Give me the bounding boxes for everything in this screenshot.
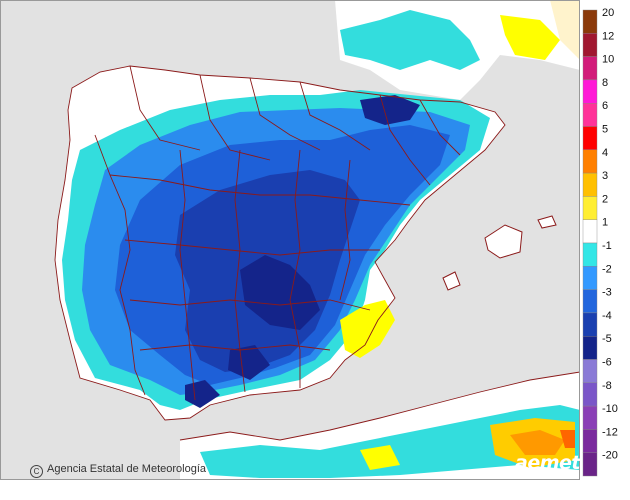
legend-swatch-11 (582, 266, 598, 290)
border-north-4 (299, 81, 371, 151)
iberia-outline (54, 65, 506, 421)
africa-anomaly-orange-core (560, 430, 575, 448)
france-anomaly-yellow (500, 15, 560, 60)
copyright-icon: C (30, 465, 43, 478)
anomaly-minus5-b (360, 95, 420, 125)
legend-label-18: -12 (602, 426, 618, 438)
legend-swatch-19 (582, 452, 598, 477)
legend-swatch-5 (582, 126, 598, 150)
legend-swatch-13 (582, 312, 598, 337)
france-anomaly-cream (550, 0, 580, 60)
mallorca-island (484, 224, 523, 259)
border-vertical-3 (289, 149, 301, 388)
legend-swatch-1 (582, 33, 598, 57)
africa-outline (179, 371, 580, 441)
legend-label-16: -8 (602, 380, 612, 392)
legend-label-3: 8 (602, 77, 608, 89)
france-anomaly-blue (340, 10, 480, 70)
legend-label-8: 2 (602, 193, 608, 205)
province-borders (54, 65, 580, 441)
credit-line: C Agencia Estatal de Meteorología (30, 463, 206, 478)
legend-swatch-16 (582, 382, 598, 407)
color-legend: 20 12 10 8 6 5 4 3 2 1 -1 -2 -3 -4 -5 -6 -8 -10 -12 -20 (582, 8, 618, 477)
legend-label-15: -6 (602, 357, 612, 369)
legend-swatch-17 (582, 405, 598, 430)
legend-label-7: 3 (602, 170, 608, 182)
credit-text: Agencia Estatal de Meteorología (47, 463, 206, 475)
border-vertical-4 (339, 159, 351, 301)
border-north-1 (129, 65, 201, 151)
ibiza-island (442, 271, 461, 291)
africa-anomaly-blue (200, 405, 580, 478)
legend-swatch-14 (582, 336, 598, 360)
africa-anomaly-yellow-west (360, 445, 400, 470)
portugal-border (94, 134, 146, 396)
legend-swatch-10 (582, 242, 598, 267)
border-central-h2 (124, 239, 380, 256)
aemet-logo: aemet (515, 452, 580, 474)
legend-swatch-9 (582, 219, 598, 244)
east-coast-warm-spot (340, 300, 395, 358)
legend-swatch-3 (582, 79, 598, 104)
map-frame (0, 0, 580, 480)
border-vertical-2 (234, 149, 246, 393)
legend-swatch-12 (582, 289, 598, 314)
menorca-island (537, 215, 557, 229)
temperature-anomaly-map (0, 0, 580, 480)
legend-label-11: -2 (602, 263, 612, 275)
legend-label-0: 20 (602, 8, 614, 19)
legend-swatch-18 (582, 429, 598, 453)
anomaly-minus5-c (228, 345, 270, 380)
border-central-h3 (129, 299, 371, 311)
legend-label-9: 1 (602, 217, 608, 229)
legend-swatch-0 (582, 9, 598, 34)
border-central-h1 (109, 174, 411, 206)
legend-label-10: -1 (602, 240, 612, 252)
legend-swatch-6 (582, 149, 598, 174)
legend-label-2: 10 (602, 54, 614, 66)
legend-label-13: -4 (602, 310, 612, 322)
legend-label-1: 12 (602, 30, 614, 42)
border-north-2 (199, 74, 271, 161)
legend-label-17: -10 (602, 403, 618, 415)
legend-label-4: 6 (602, 100, 608, 112)
legend-label-5: 5 (602, 124, 608, 136)
legend-label-19: -20 (602, 450, 618, 462)
legend-label-6: 4 (602, 147, 608, 159)
border-catalonia (419, 99, 461, 156)
africa-anomaly-orange (510, 430, 565, 455)
border-northeast (379, 94, 431, 186)
legend-swatch-7 (582, 172, 598, 197)
legend-swatch-2 (582, 56, 598, 81)
legend-swatch-8 (582, 196, 598, 220)
border-vertical-1 (179, 149, 196, 401)
anomaly-minus5-a (240, 255, 320, 330)
border-north-3 (249, 77, 321, 151)
legend-label-12: -3 (602, 287, 612, 299)
legend-swatch-4 (582, 102, 598, 127)
legend-label-14: -5 (602, 333, 612, 345)
legend-swatch-15 (582, 359, 598, 383)
